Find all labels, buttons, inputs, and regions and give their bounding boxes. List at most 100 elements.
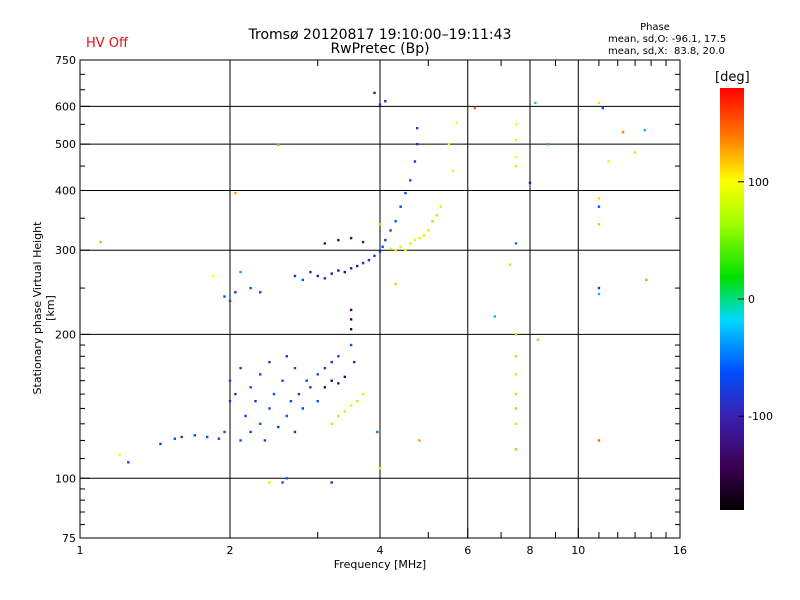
data-point [316, 373, 319, 376]
data-point [330, 360, 333, 364]
data-point [413, 160, 417, 163]
data-point [455, 121, 458, 124]
data-point [373, 91, 376, 95]
data-point [378, 223, 382, 226]
data-point [597, 439, 601, 442]
data-point [349, 236, 353, 240]
data-point [268, 407, 271, 410]
data-point [349, 267, 353, 270]
data-point [301, 278, 305, 282]
colorbar-tick-label: -100 [748, 410, 773, 423]
data-point [597, 205, 601, 208]
data-point [645, 278, 648, 282]
data-point [272, 392, 276, 396]
data-point [244, 414, 247, 418]
data-point [415, 126, 419, 130]
data-point [546, 142, 550, 146]
data-point [343, 270, 347, 274]
data-point [223, 295, 226, 298]
data-point [118, 453, 121, 456]
hv-status-label: HV Off [86, 36, 128, 51]
data-point [309, 270, 312, 274]
data-point [514, 422, 518, 426]
data-point [277, 425, 280, 429]
data-point [404, 191, 407, 195]
data-point [534, 101, 537, 105]
data-point [643, 128, 647, 132]
data-point [305, 379, 308, 382]
x-tick-label: 16 [673, 544, 687, 557]
data-point [384, 238, 387, 242]
data-point [285, 477, 288, 480]
data-point [259, 422, 262, 426]
grid-lines [80, 60, 680, 538]
data-point [427, 229, 430, 232]
data-point [418, 439, 421, 442]
data-point [337, 269, 340, 272]
data-point [316, 274, 319, 278]
data-point [409, 179, 412, 182]
data-point [330, 481, 333, 484]
data-point [349, 318, 353, 321]
data-point [349, 343, 353, 347]
data-point [277, 143, 280, 147]
data-point [249, 386, 252, 389]
data-point [239, 439, 242, 442]
data-point [367, 258, 371, 262]
data-point [263, 439, 267, 442]
data-point [337, 382, 340, 385]
data-point [180, 435, 183, 439]
data-point [394, 249, 397, 252]
data-point [514, 333, 518, 336]
data-point [281, 481, 284, 484]
y-tick-label: 400 [55, 184, 76, 197]
colorbar-ticks: 100 0 -100 [738, 176, 773, 423]
data-point [435, 214, 438, 217]
data-point [447, 142, 451, 146]
data-point [451, 169, 455, 172]
data-point [289, 399, 293, 403]
data-point [514, 407, 518, 410]
x-tick-label: 4 [377, 544, 384, 557]
x-tick-label: 6 [464, 544, 471, 557]
data-point [361, 240, 365, 244]
data-point [528, 181, 532, 185]
data-point [343, 410, 347, 413]
data-point [514, 242, 518, 245]
data-point [234, 291, 237, 294]
data-point [601, 106, 605, 110]
data-point [352, 360, 356, 364]
data-point [394, 220, 397, 223]
data-point [323, 277, 327, 280]
data-point [323, 242, 327, 245]
data-point [394, 282, 397, 286]
data-point [378, 103, 382, 106]
data-point [285, 414, 288, 418]
data-point [399, 245, 402, 248]
data-point [234, 191, 237, 195]
data-point [413, 238, 417, 242]
data-point [301, 407, 305, 410]
x-axis-label: Frequency [MHz] [333, 558, 427, 571]
data-point [217, 437, 221, 440]
phase-stats-x: mean, sd,X: 83.8, 20.0 [608, 46, 725, 57]
data-point [323, 366, 327, 370]
data-point [389, 229, 392, 232]
data-point [211, 274, 215, 278]
data-point [173, 437, 177, 440]
data-point [384, 99, 387, 103]
data-point [597, 292, 601, 296]
data-point [268, 481, 271, 484]
data-point [399, 205, 402, 208]
y-tick-label: 100 [55, 472, 76, 485]
x-tick-label: 2 [227, 544, 234, 557]
data-point [228, 299, 232, 303]
data-point [285, 355, 288, 358]
data-point [159, 442, 162, 446]
data-point [323, 386, 327, 389]
data-point [415, 142, 419, 146]
data-point [99, 240, 102, 244]
data-point [249, 430, 252, 434]
data-point [355, 264, 359, 268]
y-tick-label: 75 [62, 532, 76, 545]
